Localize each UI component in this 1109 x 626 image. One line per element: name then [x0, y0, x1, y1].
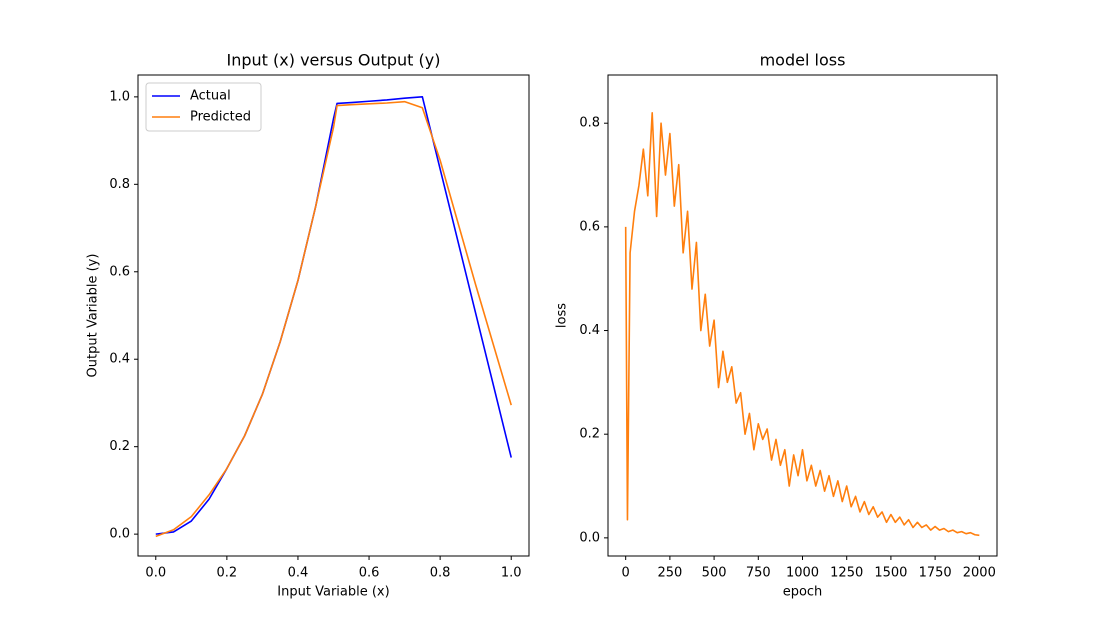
x-tick-label: 1.0: [501, 566, 522, 581]
y-tick-label: 0.6: [109, 264, 130, 279]
y-tick-label: 1.0: [109, 89, 130, 104]
x-tick-label: 1250: [830, 566, 863, 581]
x-tick-label: 1750: [919, 566, 952, 581]
y-tick-label: 0.4: [579, 323, 600, 338]
x-axis-label: epoch: [783, 585, 823, 600]
x-tick-label: 250: [657, 566, 682, 581]
axes-frame: [137, 74, 530, 557]
y-axis-label: Output Variable (y): [86, 254, 101, 378]
data-line: [155, 100, 512, 538]
x-axis-label: Input Variable (x): [277, 585, 389, 600]
x-tick-label: 2000: [963, 566, 996, 581]
data-line: [624, 112, 980, 537]
y-tick-label: 0.4: [109, 352, 130, 367]
y-tick-label: 0.0: [109, 527, 130, 542]
y-tick-label: 0.0: [579, 530, 600, 545]
chart-title: Input (x) versus Output (y): [227, 51, 441, 70]
x-tick-label: 0.0: [145, 566, 166, 581]
x-tick-label: 0.6: [359, 566, 380, 581]
y-tick-label: 0.6: [579, 219, 600, 234]
legend-box: [145, 82, 262, 132]
y-axis-label: loss: [555, 303, 570, 328]
legend-label: Actual: [190, 89, 231, 104]
legend-label: Predicted: [190, 110, 251, 125]
x-tick-label: 0.4: [288, 566, 309, 581]
x-tick-label: 1500: [874, 566, 907, 581]
y-tick-label: 0.2: [109, 439, 130, 454]
x-tick-label: 0.2: [217, 566, 238, 581]
y-tick-label: 0.2: [579, 427, 600, 442]
x-tick-label: 0: [622, 566, 630, 581]
data-line: [155, 96, 513, 535]
plot-area: [608, 75, 997, 556]
y-tick-label: 0.8: [109, 177, 130, 192]
x-tick-label: 750: [746, 566, 771, 581]
x-tick-label: 1000: [786, 566, 819, 581]
y-tick-label: 0.8: [579, 116, 600, 131]
x-tick-label: 0.8: [430, 566, 451, 581]
plot-area: [138, 75, 529, 556]
x-tick-label: 500: [702, 566, 727, 581]
chart-title: model loss: [760, 51, 846, 70]
axes-frame: [607, 74, 998, 557]
